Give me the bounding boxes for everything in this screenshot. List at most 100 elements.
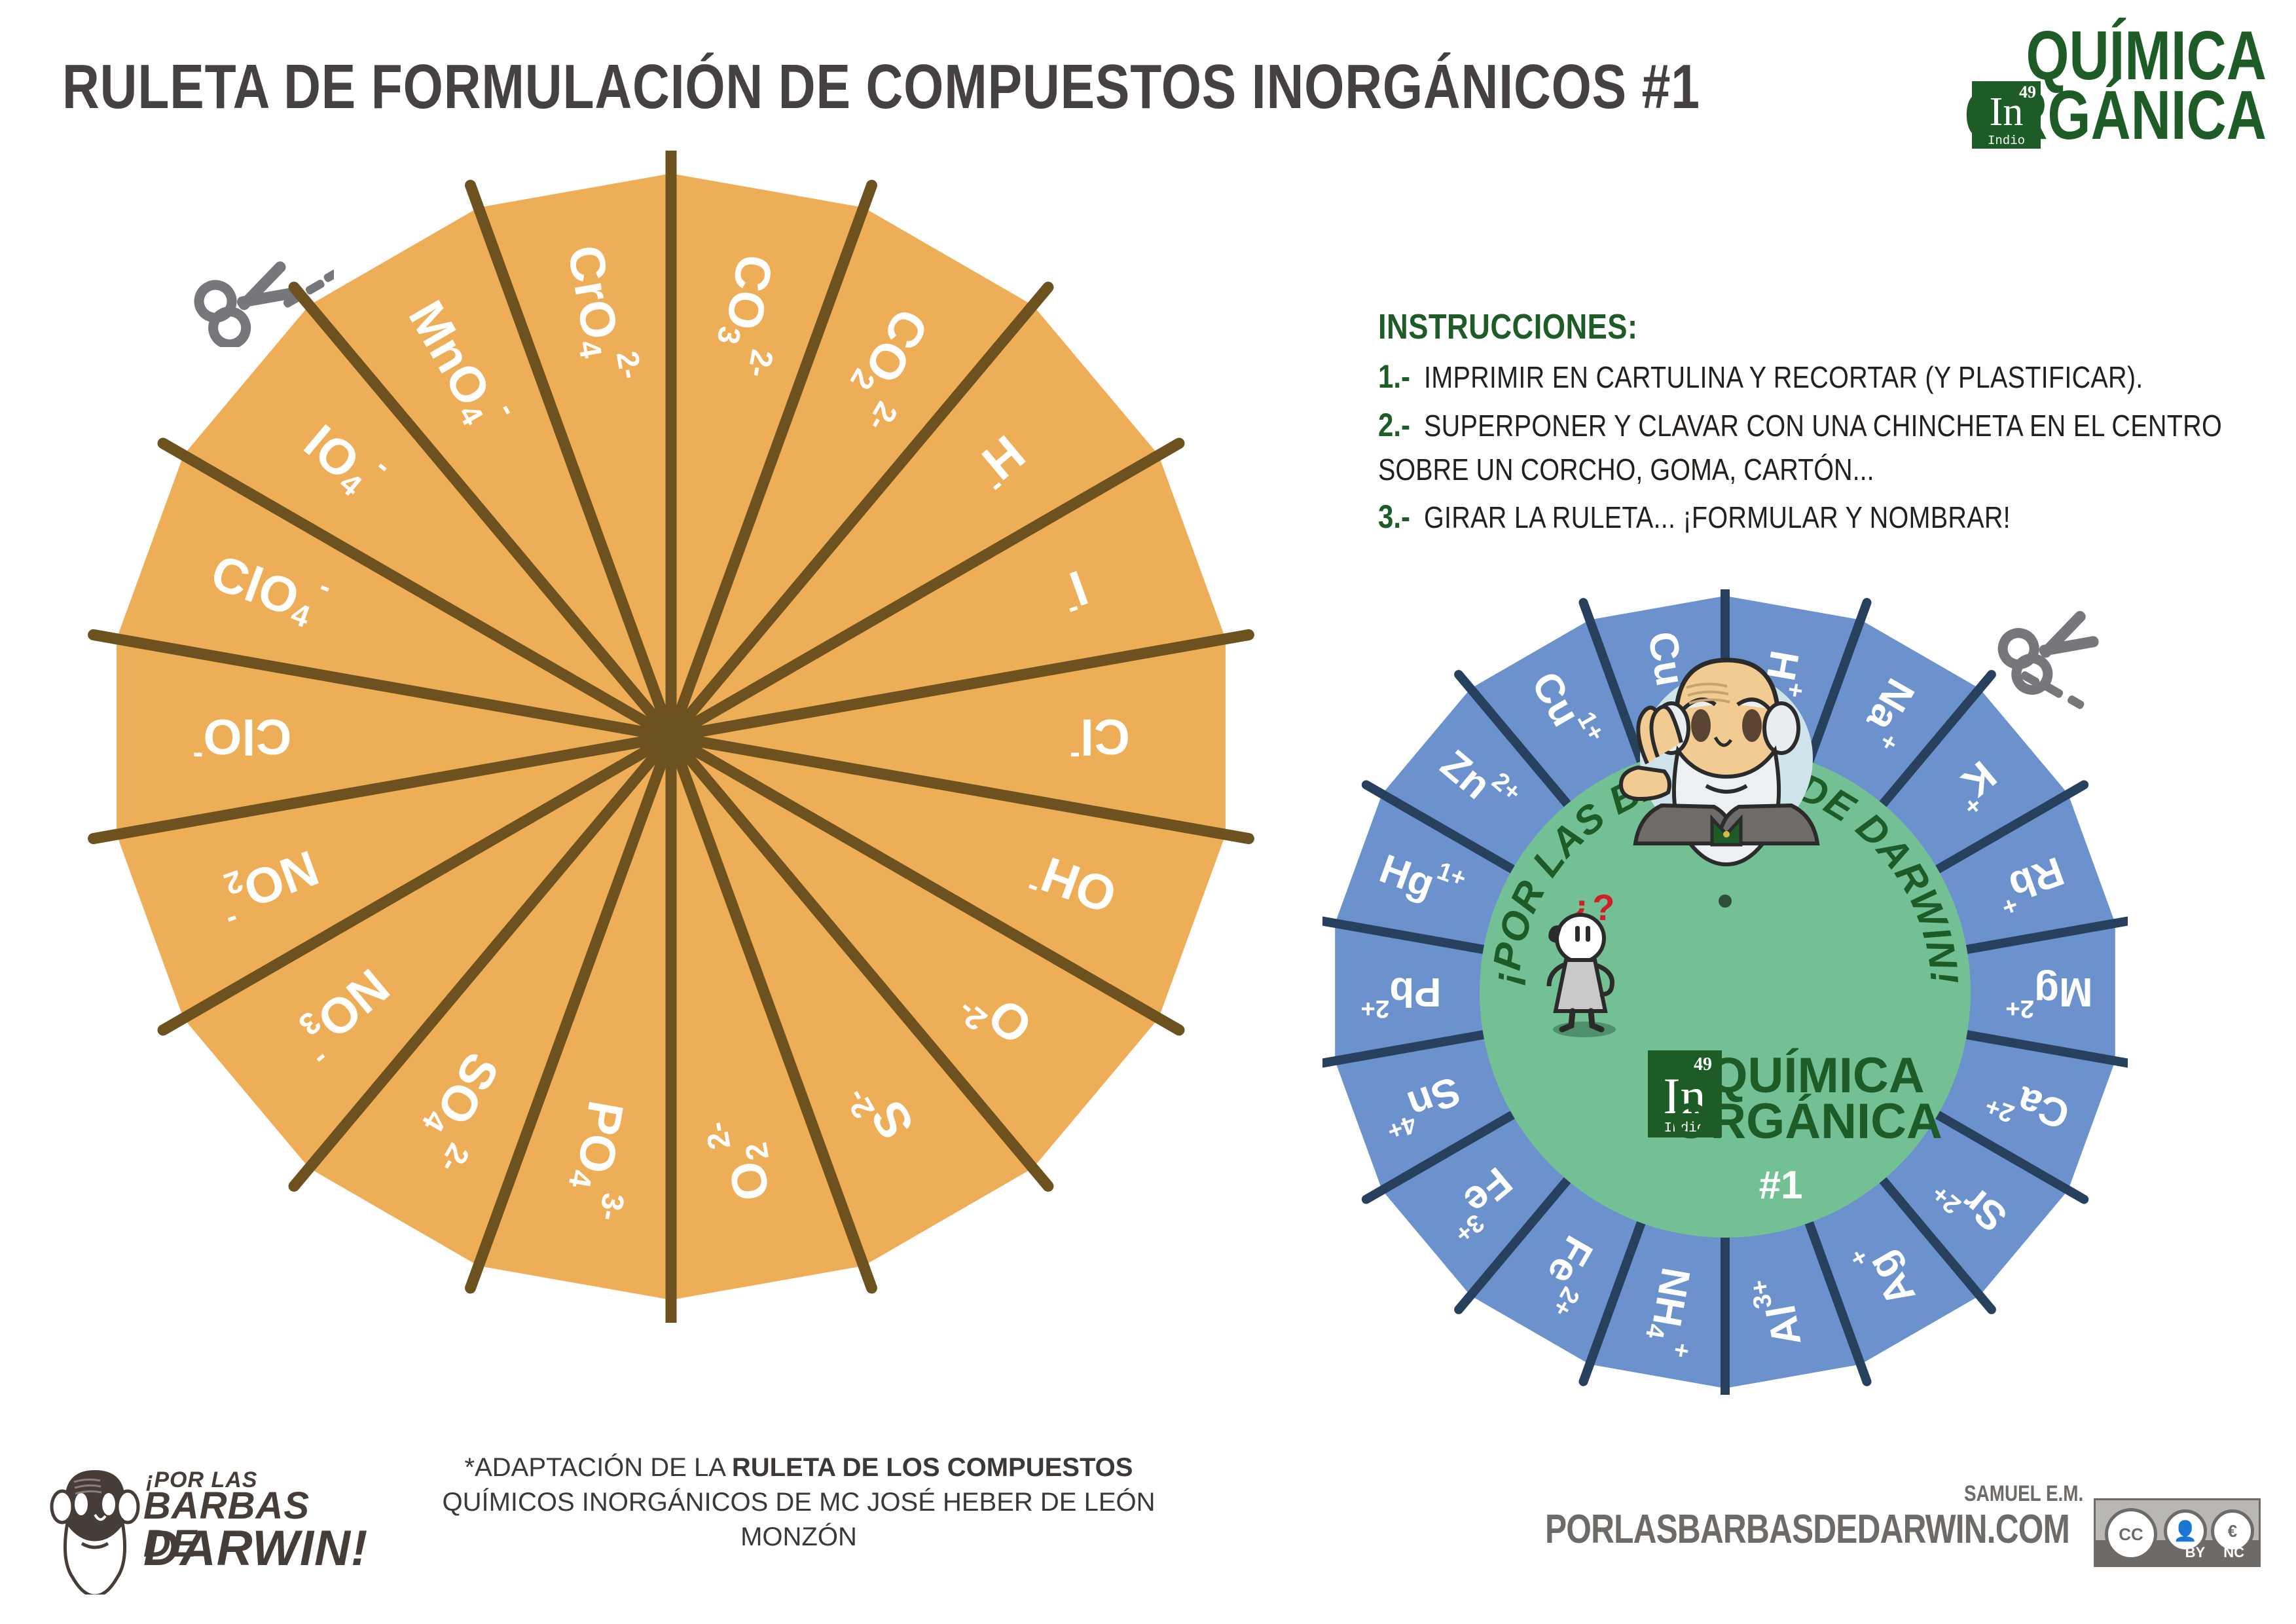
wheel-sector[interactable]	[1933, 1033, 2115, 1190]
wheel-divider	[288, 731, 677, 1192]
wheel-divider	[465, 731, 677, 1294]
footer-author: SAMUEL E.M.	[1964, 1481, 2084, 1506]
wheel-divider	[665, 731, 877, 1294]
wheel-sector[interactable]	[671, 737, 1033, 1266]
wheel-sector-label: NH4+	[1638, 1264, 1709, 1360]
wheel-sector[interactable]	[671, 737, 1159, 1168]
darwin-logo-line2: BARBAS DE	[143, 1485, 310, 1565]
cc-icon: CC	[2105, 1508, 2157, 1560]
cation-hub-circle	[1480, 747, 1971, 1238]
wheel-divider	[665, 731, 1185, 1036]
wheel-divider	[88, 731, 677, 845]
footer-credit-bold: RULETA DE LOS COMPUESTOS	[731, 1453, 1133, 1482]
wheel-sector[interactable]	[1807, 1176, 1980, 1365]
wheel-sector[interactable]	[1933, 794, 2115, 951]
instruction-item-2: 2.- SUPERPONER Y CLAVAR CON UNA CHINCHET…	[1378, 406, 2223, 444]
instruction-number-3: 3.-	[1378, 498, 1411, 535]
wheel-sector[interactable]	[1382, 688, 1571, 872]
wheel-sector-label: PO43-	[558, 1097, 647, 1224]
creative-commons-badge: CC 👤 € BY NC	[2094, 1498, 2261, 1567]
wheel-sector[interactable]	[1962, 923, 2115, 1061]
element-number: 49	[2019, 83, 2036, 101]
darwin-logo-line1: ¡POR LAS	[146, 1467, 258, 1492]
anion-sector-group[interactable]	[117, 174, 1226, 1300]
wheel-divider	[1454, 670, 1575, 813]
element-tile-indium: 49 In Indio	[1972, 81, 2041, 149]
wheel-divider	[665, 179, 877, 743]
wheel-divider	[1361, 780, 1522, 876]
instructions-block: INSTRUCCIONES: 1.- IMPRIMIR EN CARTULINA…	[1378, 306, 2223, 536]
wheel-sector[interactable]	[1382, 1113, 1571, 1296]
wheel-divider	[665, 731, 1254, 845]
cation-sector-group[interactable]	[1335, 596, 2115, 1388]
question-figure: ¿?	[1546, 887, 1616, 1037]
wheel-sector[interactable]	[671, 737, 1226, 1018]
wheel-divider	[157, 437, 677, 743]
wheel-sector[interactable]	[671, 305, 1159, 737]
wheel-sector[interactable]	[309, 207, 672, 737]
footer-credit-prefix: *ADAPTACIÓN DE LA	[464, 1453, 732, 1482]
instruction-text-3: GIRAR LA RULETA... ¡FORMULAR Y NOMBRAR!	[1424, 500, 2011, 534]
wheel-sector[interactable]	[671, 455, 1226, 737]
wheel-divider	[1322, 1029, 1493, 1068]
wheel-sector-label: O22-	[698, 1113, 782, 1208]
wheel-divider	[157, 731, 677, 1036]
wheel-divider	[1361, 1108, 1522, 1204]
wheel-divider	[88, 629, 677, 743]
hub-element-name: Indio	[1664, 1121, 1705, 1136]
wheel-divider	[665, 629, 1254, 743]
scissors-icon	[1997, 611, 2099, 709]
cation-divider-group	[1322, 589, 2128, 1395]
wheel-sector[interactable]	[1335, 923, 1488, 1061]
wheel-divider	[1802, 598, 1872, 771]
wheel-sector[interactable]	[1335, 1033, 1517, 1190]
wheel-sector[interactable]	[183, 737, 671, 1168]
wheel-divider	[1958, 1029, 2128, 1068]
wheel-sector[interactable]	[117, 455, 672, 737]
wheel-sector[interactable]	[1470, 1176, 1643, 1365]
wheel-divider	[665, 437, 1185, 743]
footer-website-url[interactable]: PORLASBARBASDEDARWIN.COM	[1545, 1507, 2070, 1552]
hub-element-symbol: In	[1664, 1067, 1706, 1124]
instruction-item-1: 1.- IMPRIMIR EN CARTULINA Y RECORTAR (Y …	[1378, 358, 2223, 396]
wheel-sector[interactable]	[117, 638, 672, 835]
by-icon: 👤	[2164, 1509, 2207, 1553]
wheel-sector[interactable]	[1880, 688, 2068, 872]
wheel-sector[interactable]	[1807, 619, 1980, 808]
wheel-sector-label: ClO-	[193, 709, 292, 775]
cation-wheel[interactable]: Hg1+Zn2+Cu1+Cu2+H+Na+K+Rb+Mg2+Ca2+Sr2+Ag…	[1322, 589, 2128, 1395]
instruction-number-1: 1.-	[1378, 358, 1411, 395]
hub-element-number: 49	[1694, 1054, 1712, 1075]
anion-divider-group	[88, 151, 1254, 1323]
footer-credit-line1: *ADAPTACIÓN DE LA RULETA DE LOS COMPUEST…	[419, 1450, 1178, 1485]
wheel-sector-label: CO32-	[706, 251, 797, 380]
wheel-sector[interactable]	[1470, 619, 1643, 808]
instruction-number-2: 2.-	[1378, 407, 1411, 443]
darwin-logo-line3: DARWIN!	[143, 1521, 369, 1576]
wheel-sector[interactable]	[671, 638, 1226, 835]
brand-line-quimica: QUÍMICA	[2026, 17, 2267, 94]
wheel-sector[interactable]	[1335, 794, 1517, 951]
wheel-sector[interactable]	[117, 737, 672, 1018]
wheel-sector[interactable]	[183, 305, 671, 737]
brand-quimica-inorganica: QUÍMICA ORGÁNICA 49 In Indio	[1795, 17, 2267, 157]
wheel-sector-label: Cl-	[1070, 709, 1130, 775]
brand-line-organica: ORGÁNICA	[1964, 77, 2267, 155]
wheel-sector[interactable]	[1725, 1218, 1861, 1388]
cc-label-nc: NC	[2223, 1544, 2244, 1560]
wheel-sector[interactable]	[309, 737, 672, 1266]
anion-wheel-hub-dot	[660, 726, 682, 748]
hub-brand-line-organica: ORGÁNICA	[1671, 1094, 1942, 1149]
wheel-divider	[465, 179, 677, 743]
instruction-text-2-cont: SOBRE UN CORCHO, GOMA, CARTÓN...	[1378, 452, 1874, 487]
wheel-sector[interactable]	[1590, 1218, 1725, 1388]
darwin-avatar	[1618, 657, 1820, 867]
wheel-sector[interactable]	[1880, 1113, 2068, 1296]
wheel-divider	[288, 282, 677, 743]
wheel-divider	[1929, 780, 2089, 876]
wheel-divider	[1802, 1213, 1872, 1386]
wheel-divider	[1578, 1213, 1648, 1386]
wheel-sector[interactable]	[671, 207, 1033, 737]
footer-credit-line2: QUÍMICOS INORGÁNICOS DE MC JOSÉ HEBER DE…	[442, 1487, 1156, 1551]
anion-wheel[interactable]: ClO4-IO4-MnO4-CrO42-CO32- CO22-H-I-Cl-OH-…	[85, 151, 1257, 1323]
